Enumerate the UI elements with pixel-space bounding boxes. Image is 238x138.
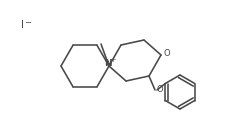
Text: −: − xyxy=(25,18,31,27)
Text: O: O xyxy=(157,84,163,94)
Text: +: + xyxy=(110,57,116,63)
Text: I: I xyxy=(20,20,24,30)
Text: N: N xyxy=(104,59,112,68)
Text: O: O xyxy=(164,50,170,59)
